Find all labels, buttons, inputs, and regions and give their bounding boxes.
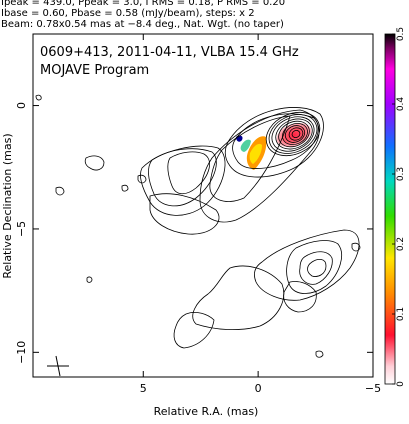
header-stats-line-2: Ibase = 0.60, Pbase = 0.58 (mJy/beam), s… (1, 8, 255, 19)
x-tick-label: 0 (255, 382, 262, 395)
outer-lobe-contours (35, 94, 361, 358)
colorbar-tick-label: 0.2 (396, 237, 406, 251)
y-tick-label: −5 (15, 221, 28, 237)
x-axis-ticks: 5 0 −5 (140, 34, 381, 395)
header-stats-line-1: Ipeak = 439.0, Ppeak = 3.0, I RMS = 0.18… (1, 0, 286, 8)
y-axis-label: Relative Declination (mas) (1, 133, 14, 278)
core-contours (224, 107, 324, 178)
contour-layer (35, 94, 361, 377)
x-axis-label: Relative R.A. (mas) (154, 405, 259, 418)
colorbar-tick-label: 0 (396, 381, 406, 387)
y-tick-label: 0 (15, 102, 28, 109)
colorbar-tick-label: 0.4 (396, 97, 406, 112)
colorbar-tick-label: 0.1 (396, 307, 406, 321)
y-axis-ticks: 0 −5 −10 (15, 102, 373, 364)
header-beam-line: Beam: 0.78x0.54 mas at −8.4 deg., Nat. W… (1, 19, 284, 30)
colorbar-gradient (384, 33, 396, 385)
plot-title: 0609+413, 2011-04-11, VLBA 15.4 GHz (40, 45, 299, 60)
colorbar-ticks: 0 0.1 0.2 0.3 0.4 0.5 (392, 27, 406, 387)
colorbar: 0 0.1 0.2 0.3 0.4 0.5 (384, 27, 406, 387)
x-tick-label: −5 (365, 382, 381, 395)
y-tick-label: −10 (15, 341, 28, 364)
plot-frame (32, 33, 374, 378)
jet-contours (55, 109, 320, 235)
x-tick-label: 5 (140, 382, 147, 395)
colorbar-tick-label: 0.3 (396, 167, 406, 181)
plot-subtitle: MOJAVE Program (40, 63, 149, 78)
beam-cross-icon (47, 355, 69, 377)
colorbar-tick-label: 0.5 (396, 27, 406, 41)
